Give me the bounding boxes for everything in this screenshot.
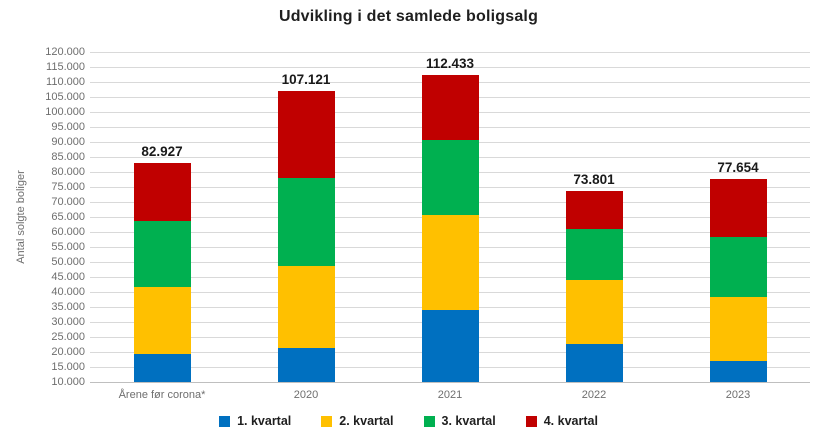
- y-tick-label: 80.000: [51, 166, 85, 178]
- y-tick-label: 50.000: [51, 256, 85, 268]
- bar-segment-2-kvartal: [565, 280, 623, 344]
- y-tick-label: 115.000: [46, 61, 85, 73]
- bar-total-label: 112.433: [425, 55, 475, 71]
- y-tick-label: 10.000: [51, 376, 85, 388]
- x-tick-label: 2023: [725, 389, 751, 401]
- legend-swatch-icon: [219, 415, 231, 427]
- bar-segment-3-kvartal: [133, 221, 191, 287]
- bar-segment-2-kvartal: [709, 297, 767, 361]
- x-tick-label: 2020: [293, 389, 319, 401]
- y-tick-label: 45.000: [51, 271, 85, 283]
- legend-label: 3. kvartal: [441, 414, 496, 428]
- bar-segment-4-kvartal: [133, 163, 191, 222]
- y-tick-label: 110.000: [46, 76, 85, 88]
- legend-swatch-icon: [525, 415, 537, 427]
- bar-segment-4-kvartal: [421, 74, 479, 141]
- bar-segment-1-kvartal: [421, 310, 479, 382]
- bar-segment-3-kvartal: [277, 178, 335, 266]
- bar-segment-3-kvartal: [565, 229, 623, 280]
- bar-total-label: 77.654: [717, 160, 759, 176]
- y-tick-label: 85.000: [51, 151, 85, 163]
- y-axis-label: Antal solgte boliger: [15, 170, 27, 264]
- bar-total-label: 82.927: [141, 144, 183, 160]
- bar-segment-2-kvartal: [133, 286, 191, 355]
- y-tick-label: 40.000: [51, 286, 85, 298]
- y-tick-label: 105.000: [45, 91, 85, 103]
- gridline: [90, 67, 810, 68]
- legend-label: 4. kvartal: [543, 414, 598, 428]
- gridline: [90, 382, 810, 383]
- bar-segment-3-kvartal: [421, 140, 479, 215]
- bar-segment-3-kvartal: [709, 236, 767, 298]
- bar-segment-4-kvartal: [565, 190, 623, 229]
- bar-segment-1-kvartal: [709, 361, 767, 382]
- y-tick-label: 70.000: [51, 196, 85, 208]
- legend-label: 1. kvartal: [237, 414, 292, 428]
- x-tick-label: 2022: [581, 389, 607, 401]
- y-tick-label: 55.000: [51, 241, 85, 253]
- chart-title: Udvikling i det samlede boligsalg: [278, 8, 539, 25]
- y-tick-label: 95.000: [51, 121, 85, 133]
- x-tick-label: 2021: [437, 389, 463, 401]
- bar-segment-1-kvartal: [277, 348, 335, 382]
- y-tick-label: 65.000: [51, 211, 85, 223]
- bar-segment-2-kvartal: [277, 265, 335, 349]
- legend-item-3-kvartal: 3. kvartal: [423, 414, 496, 428]
- y-tick-label: 60.000: [51, 226, 85, 238]
- legend: 1. kvartal 2. kvartal 3. kvartal 4. kvartal: [0, 414, 817, 428]
- y-tick-label: 20.000: [51, 346, 85, 358]
- legend-label: 2. kvartal: [339, 414, 394, 428]
- gridline: [90, 52, 810, 53]
- y-tick-label: 25.000: [51, 331, 85, 343]
- y-tick-label: 90.000: [51, 136, 85, 148]
- x-tick-label: Årene før corona*: [118, 389, 206, 401]
- legend-item-4-kvartal: 4. kvartal: [525, 414, 598, 428]
- bar-segment-2-kvartal: [421, 214, 479, 310]
- bar-total-label: 73.801: [573, 171, 615, 187]
- bar-segment-4-kvartal: [277, 90, 335, 179]
- bar-total-label: 107.121: [281, 71, 331, 87]
- y-tick-label: 100.000: [45, 106, 85, 118]
- y-tick-label: 75.000: [51, 181, 85, 193]
- legend-swatch-icon: [321, 415, 333, 427]
- legend-item-1-kvartal: 1. kvartal: [219, 414, 291, 428]
- y-tick-label: 15.000: [51, 361, 85, 373]
- y-tick-label: 35.000: [51, 301, 85, 313]
- bar-segment-4-kvartal: [709, 179, 767, 237]
- y-tick-label: 30.000: [51, 316, 85, 328]
- bar-segment-1-kvartal: [565, 343, 623, 382]
- legend-swatch-icon: [423, 415, 435, 427]
- y-tick-label: 120.000: [45, 46, 85, 58]
- legend-item-2-kvartal: 2. kvartal: [321, 414, 394, 428]
- bar-segment-1-kvartal: [133, 354, 191, 382]
